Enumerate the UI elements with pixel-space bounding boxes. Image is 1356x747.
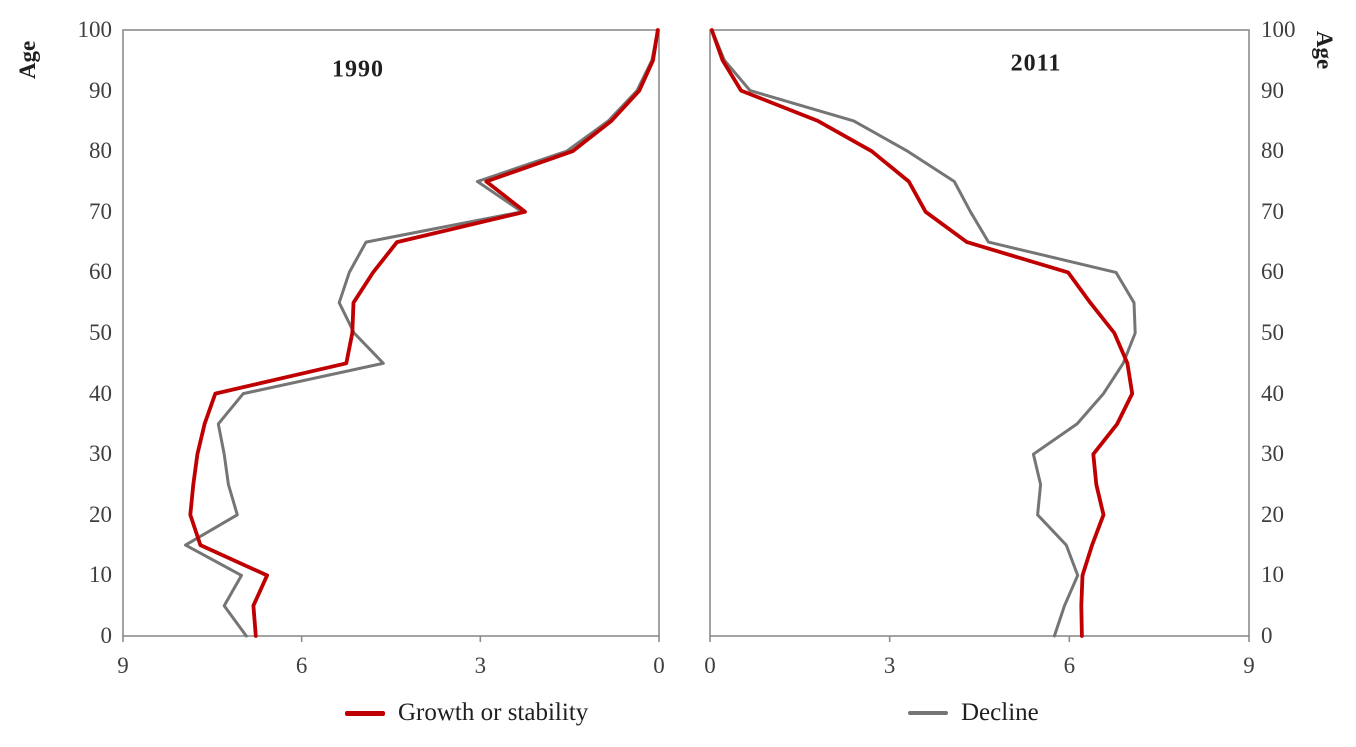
- y-tick-label-1990-30: 30: [89, 441, 112, 467]
- y-tick-label-1990-20: 20: [89, 501, 112, 527]
- legend-swatch-decline: [908, 711, 948, 715]
- panel-border-1990: [122, 29, 660, 637]
- y-tick-label-1990-40: 40: [89, 380, 112, 406]
- y-tick-label-1990-60: 60: [89, 259, 112, 285]
- x-tick-label-2011-0: 0: [704, 653, 716, 678]
- x-tick-label-1990-6: 6: [295, 653, 308, 678]
- y-tick-label-1990-50: 50: [89, 320, 112, 345]
- x-tick-label-1990-3: 3: [474, 653, 487, 678]
- y-tick-label-2011-0: 0: [1261, 623, 1273, 648]
- y-tick-label-2011-70: 70: [1261, 198, 1284, 224]
- x-tick-label-2011-9: 9: [1243, 653, 1255, 678]
- series-line-1990-decline: [184, 28, 660, 638]
- panel-border-2011: [709, 29, 1250, 637]
- legend-label-growth: Growth or stability: [398, 699, 589, 726]
- y-tick-label-2011-100: 100: [1261, 17, 1296, 42]
- x-tick-label-2011-3: 3: [883, 653, 896, 678]
- y-tick-label-1990-80: 80: [89, 138, 112, 164]
- x-tick-label-2011-6: 6: [1063, 653, 1076, 678]
- y-tick-label-2011-60: 60: [1261, 259, 1284, 285]
- series-line-2011-decline: [710, 28, 1137, 638]
- series-line-2011-growth-or-stability: [709, 28, 1135, 638]
- y-tick-label-2011-90: 90: [1261, 77, 1284, 103]
- y-tick-label-2011-80: 80: [1261, 138, 1284, 164]
- legend-item-growth: Growth or stability: [345, 698, 588, 728]
- y-tick-label-1990-70: 70: [89, 198, 112, 224]
- y-tick-label-2011-30: 30: [1261, 441, 1284, 467]
- x-tick-label-1990-9: 9: [117, 653, 129, 678]
- legend-label-decline: Decline: [961, 699, 1039, 726]
- y-tick-label-2011-50: 50: [1261, 320, 1284, 345]
- legend-item-decline: Decline: [908, 698, 1039, 728]
- y-axis-title-right: Age: [1312, 30, 1337, 70]
- y-tick-label-2011-10: 10: [1261, 562, 1284, 588]
- panel-title-1990: 1990: [332, 56, 384, 83]
- y-tick-label-1990-0: 0: [100, 623, 113, 648]
- y-tick-label-2011-40: 40: [1261, 380, 1284, 406]
- y-tick-label-2011-20: 20: [1261, 501, 1284, 527]
- y-tick-label-1990-100: 100: [77, 17, 113, 42]
- y-tick-label-1990-90: 90: [89, 77, 112, 103]
- y-tick-label-1990-10: 10: [89, 562, 112, 588]
- y-axis-title-left: Age: [15, 40, 40, 80]
- series-line-1990-growth-or-stability: [188, 28, 660, 638]
- legend-swatch-growth: [345, 710, 385, 716]
- x-tick-label-1990-0: 0: [653, 653, 665, 678]
- panel-title-2011: 2011: [1010, 50, 1062, 77]
